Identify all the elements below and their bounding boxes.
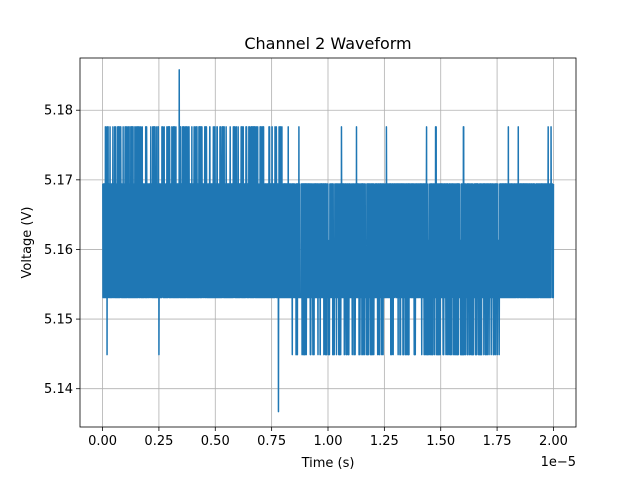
waveform-series-line xyxy=(101,69,555,413)
y-axis-label: Voltage (V) xyxy=(20,207,35,279)
x-tick-label: 0.75 xyxy=(257,434,286,449)
y-tick-label: 5.17 xyxy=(44,173,73,188)
plot-area xyxy=(101,69,555,413)
y-tick-label: 5.14 xyxy=(44,382,73,397)
x-tick-label: 0.50 xyxy=(201,434,230,449)
x-tick-label: 2.00 xyxy=(539,434,568,449)
x-tick-label: 1.75 xyxy=(483,434,512,449)
x-tick-label: 1.50 xyxy=(426,434,455,449)
x-tick-label: 0.00 xyxy=(88,434,117,449)
y-tick-label: 5.16 xyxy=(44,243,73,258)
axis-ticks: 0.00 0.25 0.50 0.75 1.00 1.25 1.50 1.75 2.00 5.14… xyxy=(44,104,568,449)
x-tick-label: 1.25 xyxy=(370,434,399,449)
y-tick-label: 5.15 xyxy=(44,313,73,328)
x-tick-label: 1.00 xyxy=(314,434,343,449)
x-axis-label: Time (s) xyxy=(301,456,355,471)
x-axis-offset-text: 1e−5 xyxy=(541,455,576,470)
y-tick-label: 5.18 xyxy=(44,104,73,119)
x-tick-label: 0.25 xyxy=(144,434,173,449)
chart-title: Channel 2 Waveform xyxy=(244,34,411,53)
